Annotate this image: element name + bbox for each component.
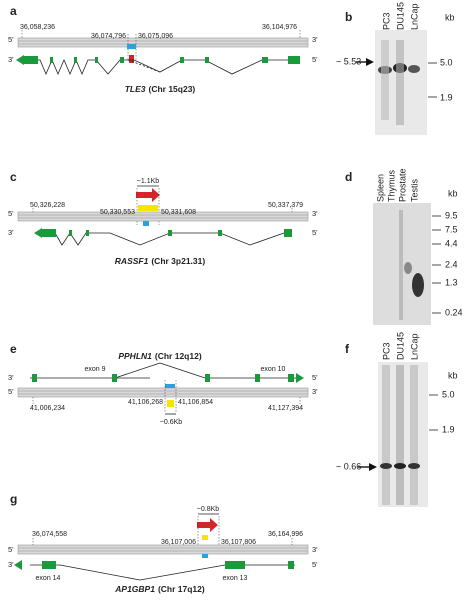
lane-label: PC3 (381, 342, 391, 360)
panel-d-blot (373, 203, 441, 325)
coordinate: 36,164,996 (268, 531, 303, 538)
gene-locus: (Chr 3p21.31) (151, 256, 205, 266)
band-size: ~ 5.53 (336, 56, 361, 66)
strand-label: 3' (312, 209, 318, 218)
coordinate: 36,107,806 (221, 539, 256, 546)
coordinate: 36,058,236 (20, 24, 55, 31)
strand-label: 3' (8, 373, 14, 382)
strand-label: 3' (312, 35, 318, 44)
exon-label: exon 13 (223, 575, 248, 582)
panel-g-diagram (14, 513, 309, 581)
size-marker: 1.9 (440, 92, 453, 102)
lane-label: Spleen (375, 174, 385, 202)
strand-label: 3' (8, 55, 14, 64)
coordinate: 41,127,394 (268, 405, 303, 412)
strand-label: 5' (312, 560, 318, 569)
coordinate: 36,074,558 (32, 531, 67, 538)
size-marker: 7.5 (445, 224, 458, 234)
lane-label: LnCap (409, 3, 419, 30)
strand-label: 3' (312, 545, 318, 554)
panel-label: c (10, 170, 17, 184)
gene-label: PPHLN1 (Chr 12q12) (118, 351, 201, 361)
coordinate: 36,104,976 (262, 24, 297, 31)
panel-label: d (345, 170, 352, 184)
coordinate: 50,330,553 (100, 209, 135, 216)
strand-label: 3' (8, 560, 14, 569)
band-size: ~ 0.66 (336, 461, 361, 471)
strand-label: 5' (8, 35, 14, 44)
coordinate: 41,006,234 (30, 405, 65, 412)
gene-locus: (Chr 12q12) (155, 351, 202, 361)
unit-label: kb (448, 188, 458, 198)
size-marker: 5.0 (442, 389, 455, 399)
gene-label: AP1GBP1 (Chr 17q12) (114, 584, 205, 594)
lane-label: DU145 (395, 2, 405, 30)
panel-c-diagram (17, 185, 309, 246)
fragment-size: ~0.8Kb (197, 506, 219, 513)
gene-name: TLE3 (125, 84, 146, 94)
gene-locus: (Chr 15q23) (149, 84, 196, 94)
fragment-size: ~1.1Kb (137, 178, 159, 185)
fragment-size: ~0.6Kb (160, 419, 182, 426)
coordinate: 36,107,006 (161, 539, 196, 546)
coordinate: 36,074,796 (91, 33, 126, 40)
coordinate: 41,106,268 (128, 399, 163, 406)
gene-name: AP1GBP1 (114, 584, 155, 594)
size-marker: 0.24 (445, 307, 463, 317)
lane-label: DU145 (395, 332, 405, 360)
lane-label: LnCap (409, 333, 419, 360)
strand-label: 3' (312, 387, 318, 396)
exon-label: exon 14 (36, 575, 61, 582)
gene-locus: (Chr 17q12) (158, 584, 205, 594)
size-marker: 1.9 (442, 424, 455, 434)
coordinate: 36,075,096 (138, 33, 173, 40)
unit-label: kb (445, 12, 455, 22)
lane-label: Thymus (386, 169, 396, 202)
strand-label: 5' (8, 209, 14, 218)
lane-label: Testis (409, 178, 419, 202)
coordinate: 41,106,854 (178, 399, 213, 406)
coordinate: 50,326,228 (30, 202, 65, 209)
panel-label: g (10, 492, 17, 506)
size-marker: 2.4 (445, 259, 458, 269)
exon-label: exon 10 (261, 366, 286, 373)
size-marker: 4.4 (445, 238, 458, 248)
panel-label: b (345, 10, 352, 24)
gene-label: RASSF1 (Chr 3p21.31) (115, 256, 206, 266)
gene-name: RASSF1 (115, 256, 149, 266)
panel-f-blot (358, 362, 438, 507)
panel-label: a (10, 4, 17, 18)
exon-label: exon 9 (84, 366, 105, 373)
strand-label: 5' (312, 373, 318, 382)
panel-a-diagram (16, 30, 309, 76)
size-marker: 9.5 (445, 210, 458, 220)
panel-e-diagram (17, 362, 309, 415)
size-marker: 5.0 (440, 57, 453, 67)
strand-label: 5' (8, 545, 14, 554)
panel-label: f (345, 342, 350, 356)
coordinate: 50,331,608 (161, 209, 196, 216)
gene-name: PPHLN1 (118, 351, 152, 361)
size-marker: 1.3 (445, 277, 458, 287)
strand-label: 5' (312, 228, 318, 237)
lane-label: Prostate (397, 168, 407, 202)
unit-label: kb (448, 370, 458, 380)
gene-label: TLE3 (Chr 15q23) (125, 84, 196, 94)
panel-b-blot (356, 30, 437, 135)
strand-label: 5' (8, 387, 14, 396)
panel-label: e (10, 342, 17, 356)
coordinate: 50,337,379 (268, 202, 303, 209)
strand-label: 5' (312, 55, 318, 64)
lane-label: PC3 (381, 12, 391, 30)
strand-label: 3' (8, 228, 14, 237)
